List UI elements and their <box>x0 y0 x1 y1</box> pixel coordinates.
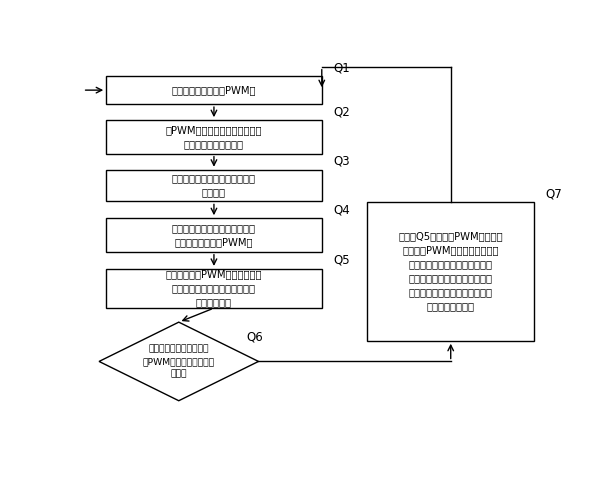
Text: Q6: Q6 <box>246 330 263 344</box>
Text: Q4: Q4 <box>333 203 350 216</box>
Text: Q5: Q5 <box>333 254 350 267</box>
Text: 将读取的所有PWM值累加求和，
并且读指针指向循环缓冲区的下
一个缓冲单元: 将读取的所有PWM值累加求和， 并且读指针指向循环缓冲区的下 一个缓冲单元 <box>166 269 262 308</box>
Text: 写指针指向循环缓冲区的下一个
缓冲单元: 写指针指向循环缓冲区的下一个 缓冲单元 <box>172 174 256 197</box>
Text: 将步骤Q5中的所有PWM值的和除
以获取的PWM值的数量得到平均
值，平均值与设定的阈值进行比
较，若平均值小于设定的阈值、
那么直流电机正常运行，否则、
直流: 将步骤Q5中的所有PWM值的和除 以获取的PWM值的数量得到平均 值，平均值与设… <box>399 232 503 312</box>
Bar <box>367 202 534 341</box>
Text: Q3: Q3 <box>333 155 350 168</box>
Text: Q1: Q1 <box>333 61 350 74</box>
Bar <box>106 218 322 252</box>
Text: 判断从循环缓冲区中读取
的PWM值的数量是否达到
预设值: 判断从循环缓冲区中读取 的PWM值的数量是否达到 预设值 <box>143 345 215 379</box>
Text: 将PWM值写入循环缓冲区的写指
针所指定的缓冲单元中: 将PWM值写入循环缓冲区的写指 针所指定的缓冲单元中 <box>166 125 262 149</box>
Text: Q2: Q2 <box>333 105 350 118</box>
Bar <box>106 170 322 202</box>
Text: 实时获取直流电机的PWM值: 实时获取直流电机的PWM值 <box>172 85 256 95</box>
Text: 读取循环缓冲区中的读指针所指
定的缓冲单元中的PWM值: 读取循环缓冲区中的读指针所指 定的缓冲单元中的PWM值 <box>172 223 256 247</box>
Text: Q7: Q7 <box>546 188 563 201</box>
Bar <box>106 120 322 154</box>
Bar <box>106 76 322 104</box>
Bar <box>106 269 322 308</box>
Polygon shape <box>99 322 258 401</box>
